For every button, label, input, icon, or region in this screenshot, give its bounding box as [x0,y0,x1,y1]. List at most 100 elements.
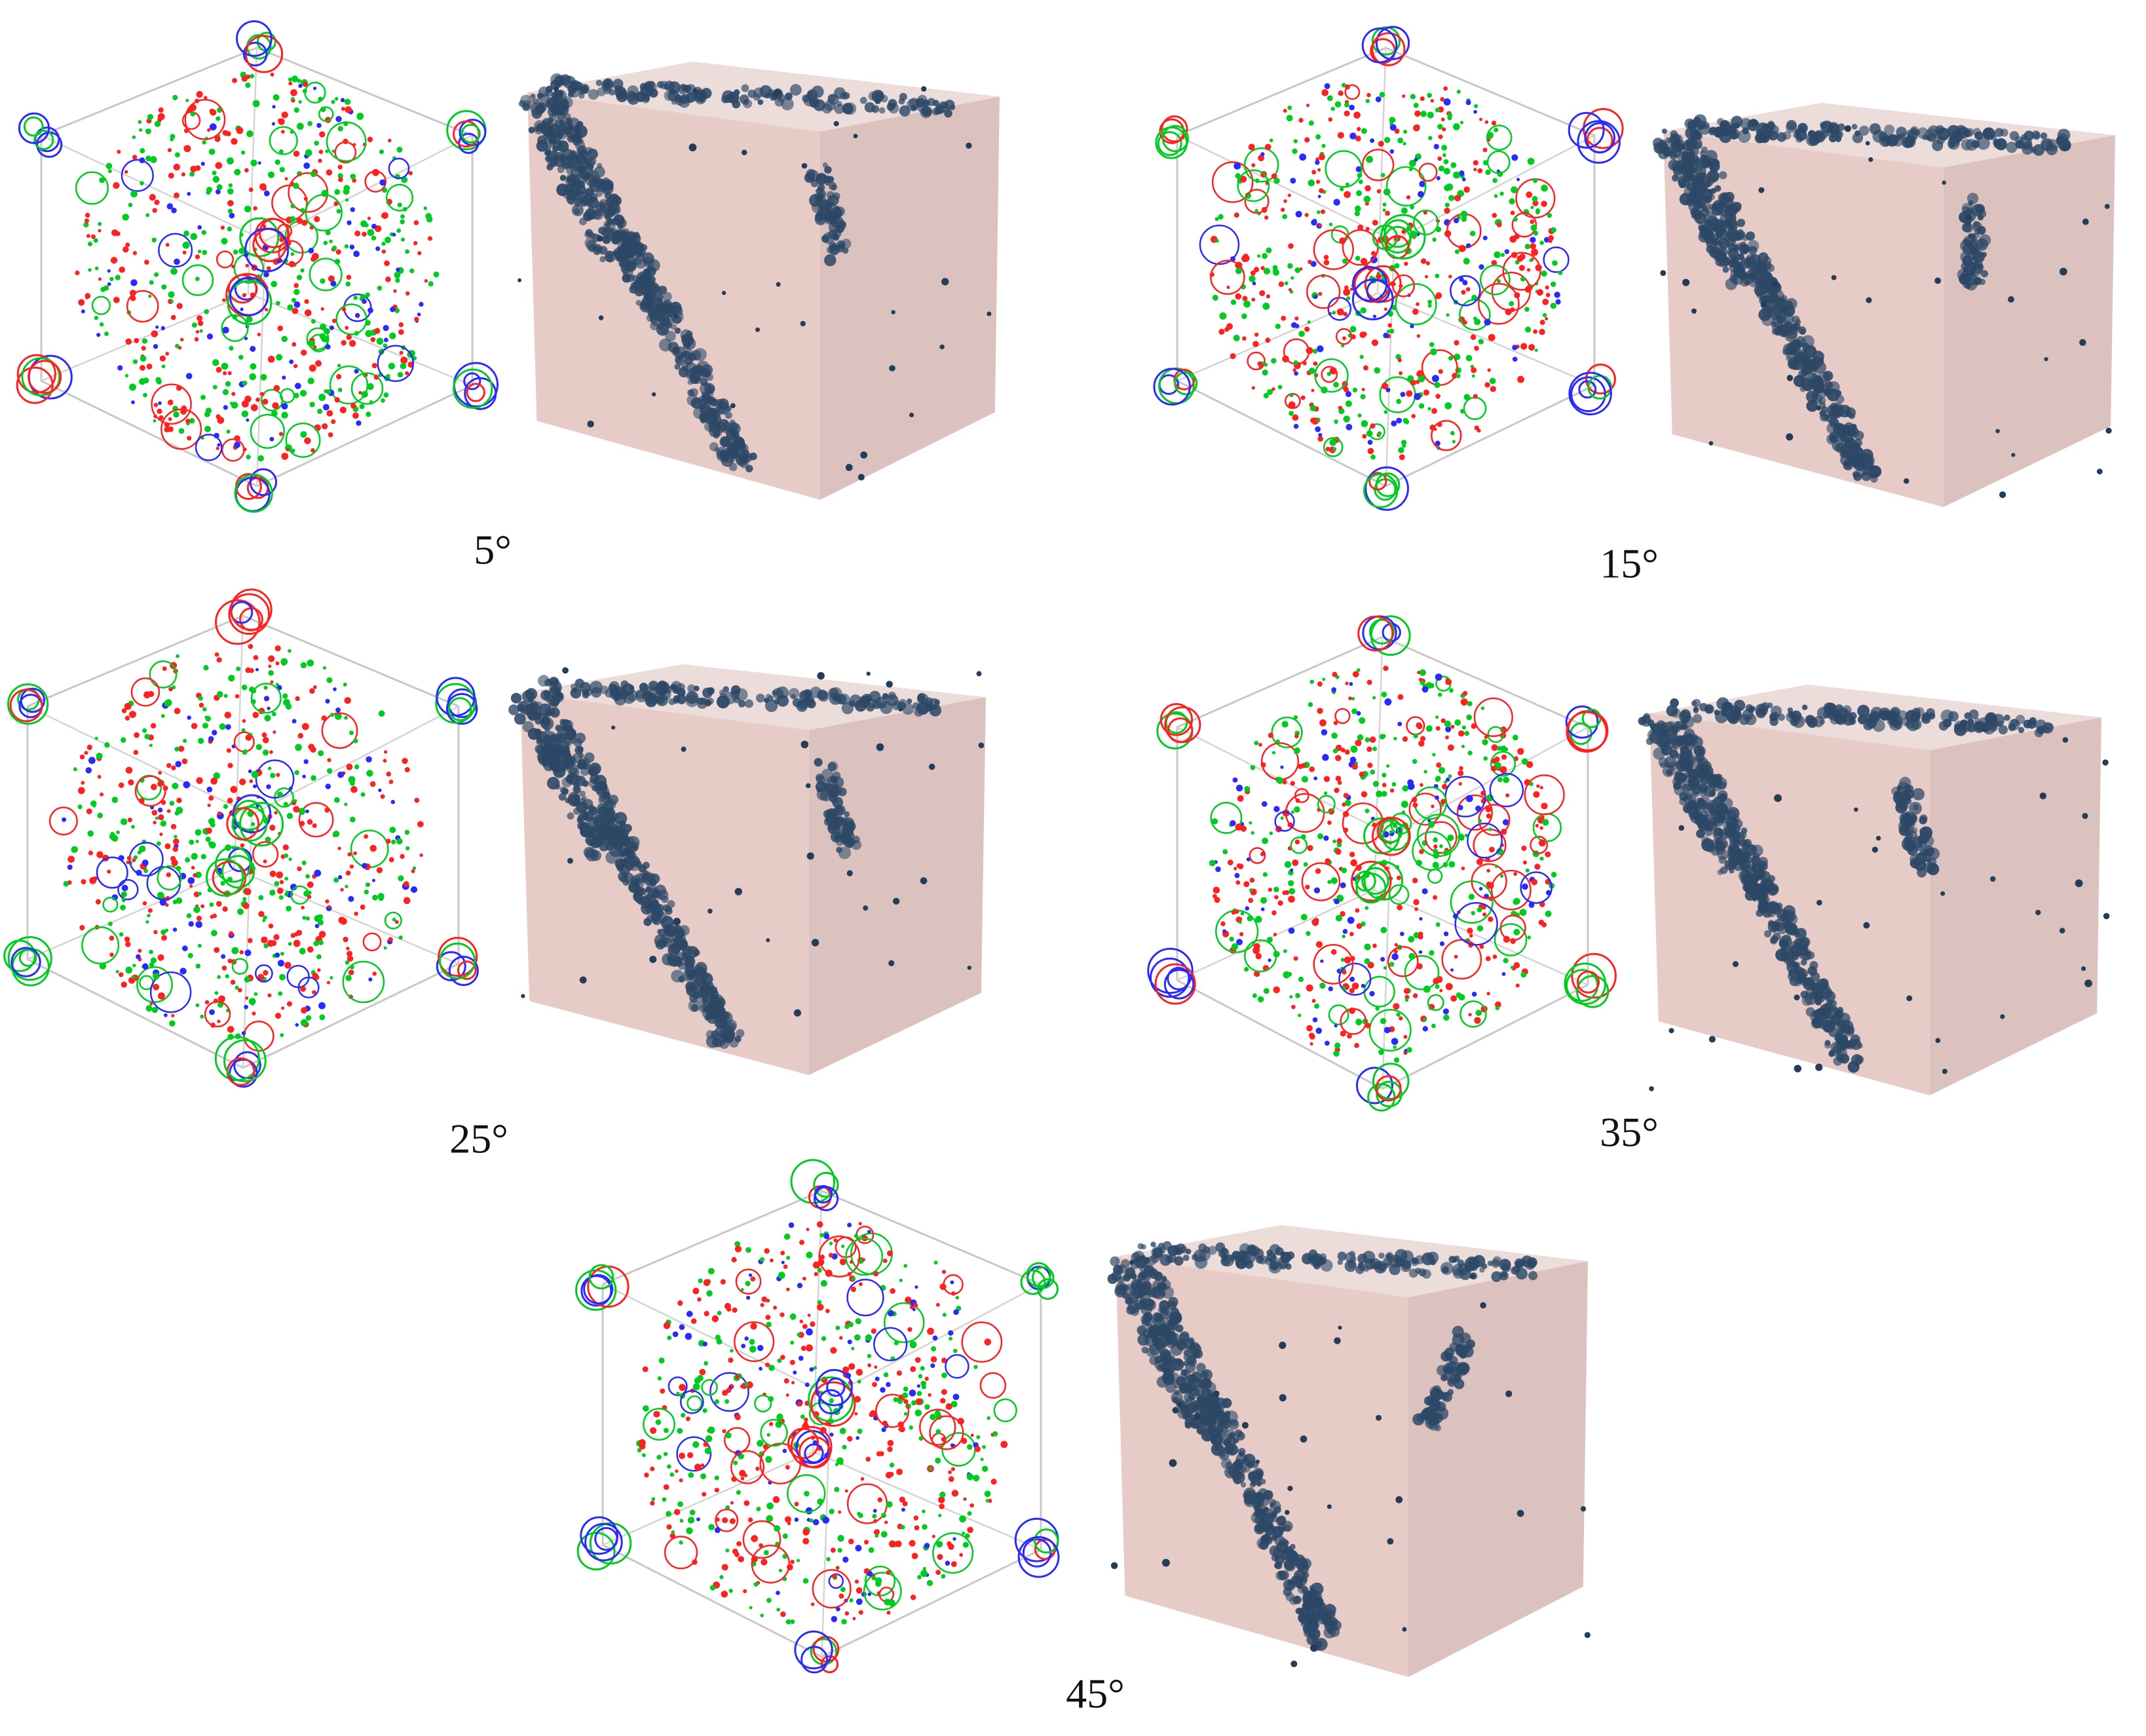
defect-point [170,823,177,830]
atom-stray [598,315,604,320]
defect-point [153,930,158,934]
defect-point [85,212,90,218]
defect-point [248,643,254,649]
atom-cluster [1792,315,1800,324]
atom-cluster [590,850,601,861]
defect-point [367,216,371,220]
defect-point [227,763,233,768]
defect-point [236,126,244,134]
defect-point [1473,394,1478,399]
atom-cluster [589,232,595,239]
defect-point [140,181,144,185]
atom-cluster [1759,132,1770,143]
defect-point [377,893,385,900]
defect-point [1361,149,1395,181]
defect-point [124,702,132,710]
atom-cluster [1927,132,1937,142]
defect-point [307,659,314,667]
defect-point [318,96,323,102]
defect-point [343,138,348,145]
defect-point [240,307,244,311]
defect-point [1487,882,1494,889]
atom-cluster [1962,206,1970,214]
defect-point [1284,861,1292,868]
defect-point [147,908,153,913]
atom-cluster [744,699,753,708]
defect-point [198,702,204,708]
defect-point [1461,178,1466,181]
defect-point [1541,200,1547,207]
atom-cluster [813,99,825,111]
defect-point [1313,229,1354,271]
defect-point [1351,708,1357,715]
defect-point [1459,170,1465,176]
defect-point [150,723,157,729]
defect-point [210,109,217,116]
defect-point [168,400,174,406]
atom-cluster [643,918,652,926]
defect-point [1463,257,1470,265]
atom-cluster [944,109,952,118]
defect-point [124,373,129,378]
defect-point [235,985,239,990]
defect-point [1478,339,1484,345]
atom-cluster [616,832,626,842]
defect-point [275,301,280,306]
defect-point [206,333,214,340]
defect-point [1361,921,1366,927]
atom-cluster [1761,123,1773,135]
defect-point [1370,251,1376,256]
defect-point [166,763,172,768]
defect-point [172,94,178,101]
defect-point [327,905,331,909]
defect-point [157,892,164,899]
defect-point [144,734,150,740]
defect-point [278,895,284,900]
defect-point [1399,1016,1403,1021]
atom-cluster [578,149,589,160]
defect-point [1510,307,1515,312]
cube-edge [234,868,459,965]
defect-point [1268,958,1271,962]
defect-point [1552,260,1558,266]
defect-point [1233,867,1237,871]
defect-point [1317,168,1321,172]
atom-stray [863,905,869,911]
atom-cluster [567,123,574,131]
defect-point [100,792,104,797]
atom-stray [518,278,522,282]
defect-point [293,799,297,803]
defect-point [301,905,305,910]
defect-point [243,749,248,754]
defect-point [1327,297,1352,321]
defect-point [325,229,331,236]
defect-point [1389,830,1393,834]
defect-point [263,970,269,976]
defect-point [1361,983,1366,989]
defect-point [153,419,157,423]
defect-point [1254,740,1259,745]
atom-cluster [729,419,736,425]
defect-point [1403,1034,1408,1039]
atom-cluster [1982,128,1993,138]
defect-point [1545,317,1549,321]
defect-point [316,123,322,128]
defect-point [1243,300,1251,308]
defect-point [1420,96,1425,102]
defect-point [335,707,341,713]
defect-point [1355,255,1361,261]
defect-point [383,759,387,763]
defect-point [352,412,359,419]
atom-cluster [832,229,842,238]
defect-point [223,694,228,698]
defect-point [1492,213,1497,218]
defect-point [1496,169,1500,173]
atom-cluster [650,315,662,326]
defect-point [216,446,219,451]
atom-cluster [554,119,563,129]
defect-point [1530,243,1537,250]
defect-point [238,988,242,992]
defect-point [1496,279,1501,284]
defect-point [62,817,67,822]
defect-cluster [1157,131,1182,157]
